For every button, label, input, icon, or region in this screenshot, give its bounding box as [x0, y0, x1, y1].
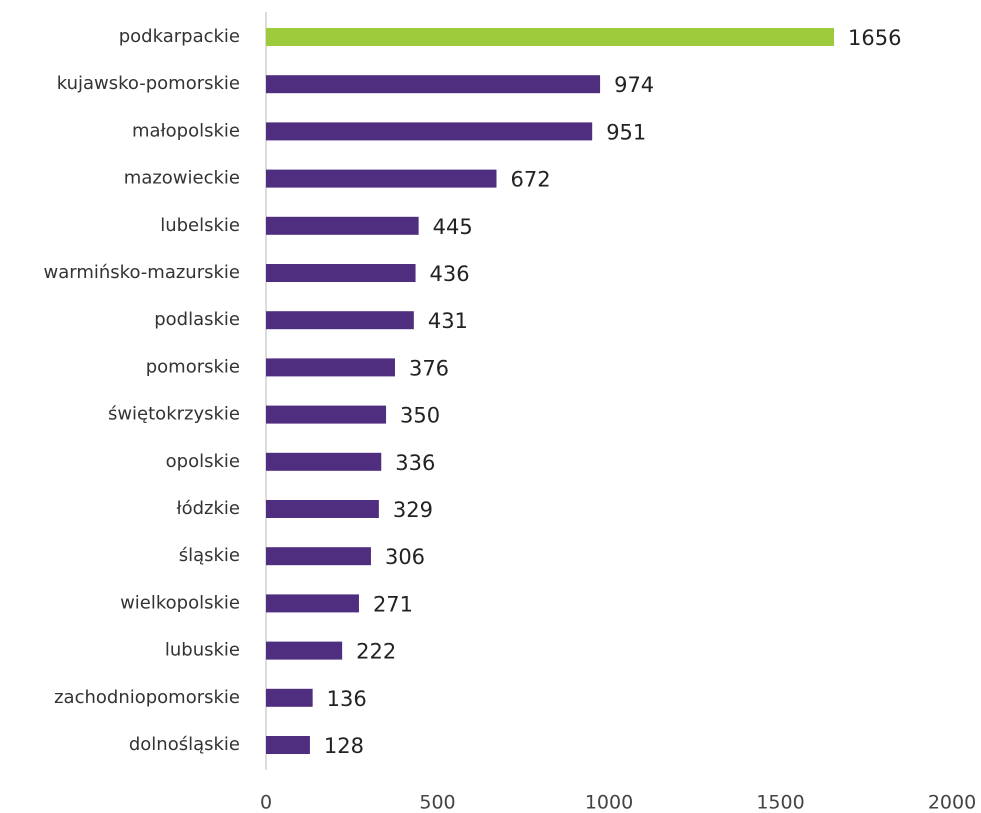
y-tick-label: lubuskie	[165, 640, 240, 661]
value-label: 951	[606, 120, 646, 144]
value-label: 306	[385, 545, 425, 569]
bar	[266, 594, 359, 613]
value-label: 672	[510, 168, 550, 192]
bar	[266, 688, 313, 707]
value-label: 376	[409, 356, 449, 380]
value-label: 271	[373, 592, 413, 616]
value-label: 350	[400, 404, 440, 428]
bar	[266, 169, 497, 188]
x-tick-label: 1000	[585, 792, 633, 813]
bar	[266, 500, 379, 518]
x-tick-label: 2000	[928, 792, 976, 813]
y-tick-label: warmińsko-mazurskie	[44, 262, 240, 283]
bar	[266, 28, 835, 46]
value-label: 222	[356, 640, 396, 664]
y-tick-label: podkarpackie	[119, 26, 240, 47]
bar	[266, 547, 371, 566]
value-label: 136	[327, 687, 367, 711]
bar	[266, 358, 395, 377]
y-tick-label: śląskie	[179, 545, 240, 566]
x-tick-label: 500	[419, 792, 455, 813]
y-tick-label: wielkopolskie	[120, 592, 240, 613]
value-label: 336	[395, 451, 435, 475]
y-tick-label: łódzkie	[176, 498, 240, 519]
value-label: 329	[393, 498, 433, 522]
value-label: 436	[430, 262, 470, 286]
x-tick-label: 0	[260, 792, 272, 813]
y-tick-label: kujawsko-pomorskie	[57, 73, 240, 94]
value-label: 1656	[848, 26, 901, 50]
value-label: 431	[428, 309, 468, 333]
bar	[266, 641, 343, 660]
value-label: 128	[324, 734, 364, 758]
bar	[266, 405, 387, 424]
bar	[266, 75, 601, 94]
bar	[266, 216, 419, 235]
x-tick-label: 1500	[756, 792, 804, 813]
bar	[266, 311, 414, 330]
bar	[266, 122, 593, 141]
value-label: 974	[614, 73, 654, 97]
y-tick-label: mazowieckie	[124, 168, 240, 189]
y-tick-label: pomorskie	[146, 356, 240, 377]
y-tick-label: zachodniopomorskie	[54, 687, 240, 708]
y-tick-label: opolskie	[166, 451, 240, 472]
bar	[266, 736, 310, 754]
bar	[266, 452, 382, 471]
value-label: 445	[433, 215, 473, 239]
y-tick-label: małopolskie	[132, 120, 240, 141]
y-tick-label: podlaskie	[154, 309, 240, 330]
y-tick-label: dolnośląskie	[129, 734, 240, 755]
bar	[266, 264, 416, 282]
y-tick-label: lubelskie	[160, 215, 240, 236]
y-tick-label: świętokrzyskie	[108, 404, 240, 425]
